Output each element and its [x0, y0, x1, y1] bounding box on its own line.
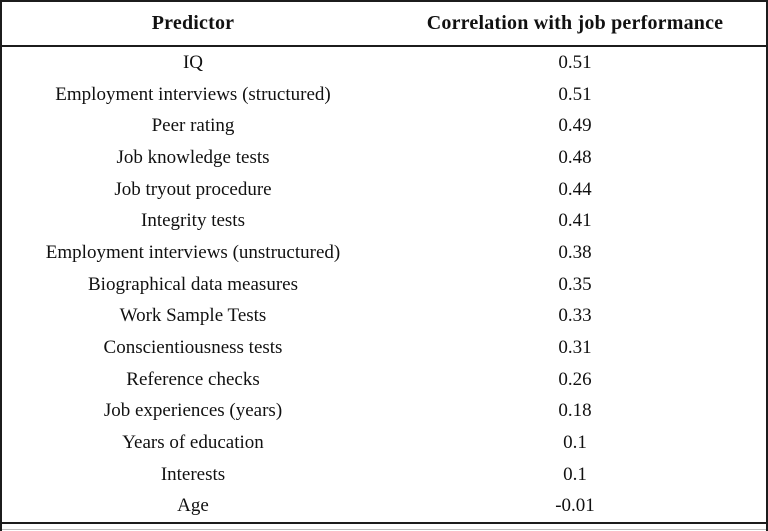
table-row: Employment interviews (structured) 0.51 — [2, 79, 766, 111]
predictor-cell: Biographical data measures — [88, 273, 298, 295]
correlation-cell: 0.51 — [558, 83, 592, 105]
table-header-row: Predictor Correlation with job performan… — [2, 2, 766, 47]
correlation-cell: 0.51 — [558, 51, 592, 73]
table-row: Interests 0.1 — [2, 459, 766, 491]
predictor-cell: Years of education — [122, 431, 264, 453]
table-row: Age -0.01 — [2, 490, 766, 522]
predictor-cell: Job tryout procedure — [114, 178, 272, 200]
correlation-cell: 0.31 — [558, 336, 592, 358]
predictor-cell: Reference checks — [126, 368, 260, 390]
predictor-cell: Employment interviews (unstructured) — [45, 241, 341, 263]
predictor-cell: IQ — [182, 51, 204, 73]
table-row: Job knowledge tests 0.48 — [2, 142, 766, 174]
predictor-cell: Conscientiousness tests — [103, 336, 283, 358]
table-row: Years of education 0.1 — [2, 427, 766, 459]
correlation-cell: 0.48 — [558, 146, 592, 168]
correlation-cell: 0.26 — [558, 368, 592, 390]
table-row: Conscientiousness tests 0.31 — [2, 332, 766, 364]
predictor-cell: Peer rating — [151, 115, 235, 137]
correlation-cell: 0.44 — [558, 178, 592, 200]
predictor-cell: Job knowledge tests — [116, 146, 270, 168]
table-bottom-rule-faint — [2, 529, 766, 530]
table-bottom-rule — [2, 522, 766, 524]
predictor-cell: Job experiences (years) — [103, 400, 283, 422]
table-row: Job experiences (years) 0.18 — [2, 395, 766, 427]
correlation-cell: 0.1 — [563, 463, 587, 485]
table-row: Reference checks 0.26 — [2, 364, 766, 396]
predictor-cell: Interests — [160, 463, 226, 485]
table-row: Integrity tests 0.41 — [2, 205, 766, 237]
correlation-cell: 0.18 — [558, 400, 592, 422]
table-body: IQ 0.51 Employment interviews (structured)… — [2, 47, 766, 531]
correlation-cell: 0.33 — [558, 305, 592, 327]
table-row: IQ 0.51 — [2, 47, 766, 79]
table-row: Peer rating 0.49 — [2, 110, 766, 142]
correlation-cell: 0.35 — [558, 273, 592, 295]
correlation-cell: 0.41 — [558, 210, 592, 232]
header-predictor: Predictor — [151, 12, 235, 34]
correlation-cell: 0.38 — [558, 241, 592, 263]
header-correlation: Correlation with job performance — [426, 12, 724, 34]
table-row: Biographical data measures 0.35 — [2, 269, 766, 301]
predictor-cell: Employment interviews (structured) — [55, 83, 331, 105]
correlation-cell: 0.49 — [558, 115, 592, 137]
correlation-cell: -0.01 — [555, 495, 595, 517]
table-row: Work Sample Tests 0.33 — [2, 300, 766, 332]
correlation-cell: 0.1 — [563, 431, 587, 453]
table-row: Employment interviews (unstructured) 0.38 — [2, 237, 766, 269]
table-row: Job tryout procedure 0.44 — [2, 174, 766, 206]
predictor-cell: Work Sample Tests — [119, 305, 267, 327]
predictor-cell: Age — [177, 495, 209, 517]
predictor-cell: Integrity tests — [141, 210, 245, 232]
